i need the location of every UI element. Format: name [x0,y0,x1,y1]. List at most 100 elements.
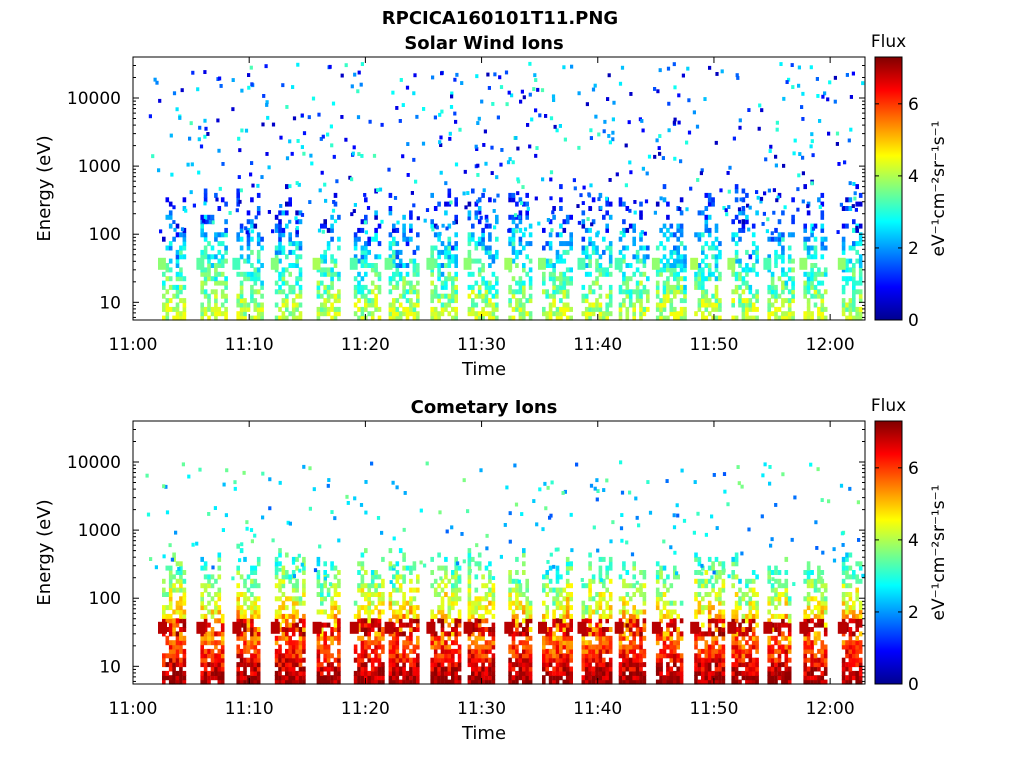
heatmap-cell [433,644,438,650]
heatmap-cell [701,631,705,637]
heatmap-cell [622,644,626,650]
heatmap-cell [302,583,306,589]
heatmap-cell [731,609,735,615]
heatmap-cell [522,592,526,597]
heatmap-cell [262,94,266,98]
heatmap-cell [751,666,756,672]
heatmap-cell [555,640,560,646]
heatmap-cell [169,133,173,138]
heatmap-cell [605,675,609,681]
heatmap-cell [632,675,636,681]
heatmap-cell [704,289,709,295]
heatmap-cell [491,679,496,685]
heatmap-cell [220,241,225,247]
heatmap-cell [200,675,204,681]
heatmap-cell [855,311,859,317]
heatmap-cell [498,75,502,80]
heatmap-cell [855,249,859,255]
heatmap-cell [207,635,211,641]
heatmap-cell [433,670,438,676]
heatmap-cell [326,666,331,672]
heatmap-cell [454,635,458,641]
heatmap-cell [360,245,365,251]
heatmap-cell [555,592,560,597]
heatmap-cell [508,605,512,611]
heatmap-cell [333,635,338,641]
heatmap-cell [380,219,384,224]
heatmap-cell [841,206,846,211]
heatmap-cell [367,635,371,641]
heatmap-cell [721,609,726,615]
heatmap-cell [741,631,746,637]
heatmap-cell [454,592,458,597]
heatmap-cell [679,298,684,304]
heatmap-cell [548,293,553,299]
heatmap-cell [447,241,452,247]
heatmap-cell [182,600,187,606]
heatmap-cell [246,605,251,611]
heatmap-cell [569,670,573,676]
heatmap-cell [467,592,472,597]
heatmap-cell [605,306,609,312]
heatmap-cell [774,258,778,264]
heatmap-cell [642,609,647,615]
heatmap-cell [333,201,338,207]
heatmap-cell [285,631,289,637]
heatmap-cell [457,609,462,615]
heatmap-cell [515,605,519,611]
heatmap-cell [377,306,382,312]
heatmap-cell [515,679,519,685]
heatmap-cell [203,188,208,194]
heatmap-cell [718,609,722,615]
heatmap-cell [569,618,573,624]
heatmap-cell [377,284,382,290]
heatmap-cell [734,552,739,558]
heatmap-cell [559,622,563,628]
heatmap-cell [694,679,698,685]
heatmap-cell [581,201,585,205]
heatmap-cell [388,315,393,321]
heatmap-cell [545,592,549,597]
heatmap-cell [767,675,771,681]
heatmap-cell [162,618,166,624]
heatmap-cell [357,613,361,619]
heatmap-cell [447,670,452,676]
heatmap-cell [545,670,549,676]
heatmap-cell [632,561,636,567]
heatmap-cell [694,284,698,290]
heatmap-cell [711,271,715,277]
heatmap-cell [755,245,759,251]
heatmap-cell [425,208,430,212]
heatmap-cell [738,125,742,130]
heatmap-cell [659,574,663,580]
heatmap-cell [330,236,334,242]
heatmap-cell [511,648,516,654]
heatmap-cell [316,653,321,659]
heatmap-cell [562,640,567,646]
heatmap-cell [250,578,254,584]
heatmap-cell [278,289,282,295]
heatmap-cell [573,186,577,191]
heatmap-cell [374,284,378,290]
heatmap-cell [409,302,413,308]
heatmap-cell [602,627,606,632]
heatmap-cell [471,302,475,308]
heatmap-cell [480,99,484,104]
heatmap-cell [591,289,596,295]
heatmap-cell [484,280,489,286]
heatmap-cell [545,609,549,615]
heatmap-cell [552,666,556,672]
heatmap-cell [484,596,489,602]
heatmap-cell [162,271,166,277]
heatmap-cell [172,648,176,654]
heatmap-cell [605,670,609,676]
heatmap-cell [296,139,300,143]
heatmap-cell [175,653,180,659]
heatmap-cell [250,644,254,650]
heatmap-cell [833,99,837,104]
heatmap-cell [295,600,299,606]
heatmap-cell [484,609,489,615]
heatmap-cell [214,263,218,268]
heatmap-cell [224,280,228,286]
heatmap-cell [491,583,496,589]
